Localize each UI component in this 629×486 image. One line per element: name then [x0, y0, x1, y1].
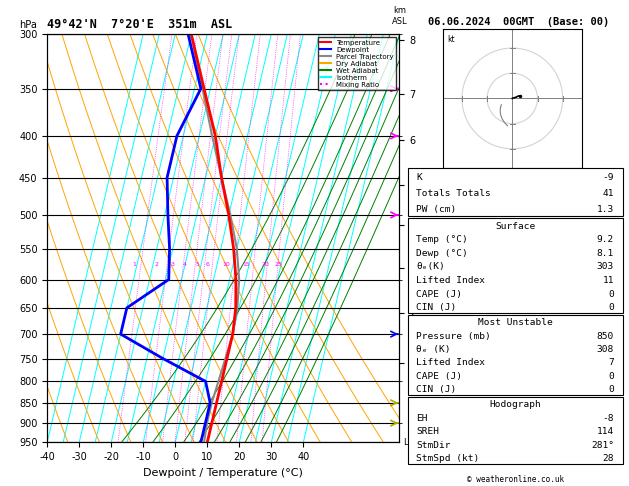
Text: -9: -9 [603, 173, 614, 182]
Text: PW (cm): PW (cm) [416, 205, 457, 214]
Text: 20: 20 [261, 262, 269, 267]
Legend: Temperature, Dewpoint, Parcel Trajectory, Dry Adiabat, Wet Adiabat, Isotherm, Mi: Temperature, Dewpoint, Parcel Trajectory… [318, 37, 396, 90]
X-axis label: Dewpoint / Temperature (°C): Dewpoint / Temperature (°C) [143, 468, 303, 478]
Bar [408, 218, 623, 313]
Text: 7: 7 [608, 359, 614, 367]
Text: 2: 2 [154, 262, 159, 267]
Text: EH: EH [416, 414, 428, 422]
Text: kt: kt [447, 35, 455, 44]
Bar [408, 168, 623, 216]
Text: 25: 25 [274, 262, 282, 267]
Text: 8.1: 8.1 [597, 249, 614, 258]
Text: Surface: Surface [495, 222, 535, 230]
Text: 281°: 281° [591, 440, 614, 450]
Text: Totals Totals: Totals Totals [416, 189, 491, 198]
Text: 10: 10 [223, 262, 231, 267]
Text: 06.06.2024  00GMT  (Base: 00): 06.06.2024 00GMT (Base: 00) [428, 17, 610, 27]
Text: StmDir: StmDir [416, 440, 451, 450]
Text: © weatheronline.co.uk: © weatheronline.co.uk [467, 474, 564, 484]
Text: 303: 303 [597, 262, 614, 272]
Text: Dewp (°C): Dewp (°C) [416, 249, 468, 258]
Text: 9.2: 9.2 [597, 235, 614, 244]
Text: 0: 0 [608, 372, 614, 381]
Text: Pressure (mb): Pressure (mb) [416, 332, 491, 341]
Text: -8: -8 [603, 414, 614, 422]
Text: θₑ(K): θₑ(K) [416, 262, 445, 272]
Text: Lifted Index: Lifted Index [416, 276, 485, 285]
Text: 3: 3 [170, 262, 174, 267]
Text: StmSpd (kt): StmSpd (kt) [416, 454, 479, 463]
Text: CAPE (J): CAPE (J) [416, 290, 462, 299]
Text: 308: 308 [597, 345, 614, 354]
Bar [408, 397, 623, 464]
Text: CIN (J): CIN (J) [416, 385, 457, 394]
Text: Lifted Index: Lifted Index [416, 359, 485, 367]
Text: 0: 0 [608, 385, 614, 394]
Text: 41: 41 [603, 189, 614, 198]
Text: LCL: LCL [404, 438, 419, 447]
Text: 49°42'N  7°20'E  351m  ASL: 49°42'N 7°20'E 351m ASL [47, 18, 233, 32]
Text: CIN (J): CIN (J) [416, 303, 457, 312]
Text: 1.3: 1.3 [597, 205, 614, 214]
Text: 850: 850 [597, 332, 614, 341]
Text: 15: 15 [242, 262, 250, 267]
Text: 28: 28 [603, 454, 614, 463]
Text: SREH: SREH [416, 427, 439, 436]
Text: 11: 11 [603, 276, 614, 285]
Text: 6: 6 [206, 262, 209, 267]
Text: Most Unstable: Most Unstable [478, 318, 552, 328]
Text: Hodograph: Hodograph [489, 400, 541, 409]
Text: 4: 4 [183, 262, 187, 267]
Text: hPa: hPa [19, 20, 37, 30]
Text: Mixing Ratio (g/kg): Mixing Ratio (g/kg) [419, 234, 428, 307]
Text: km
ASL: km ASL [392, 6, 407, 26]
Bar [408, 315, 623, 395]
Text: 1: 1 [132, 262, 136, 267]
Text: θₑ (K): θₑ (K) [416, 345, 451, 354]
Text: K: K [416, 173, 422, 182]
Text: 114: 114 [597, 427, 614, 436]
Text: CAPE (J): CAPE (J) [416, 372, 462, 381]
Text: Temp (°C): Temp (°C) [416, 235, 468, 244]
Text: 5: 5 [196, 262, 200, 267]
Text: 0: 0 [608, 303, 614, 312]
Text: 0: 0 [608, 290, 614, 299]
